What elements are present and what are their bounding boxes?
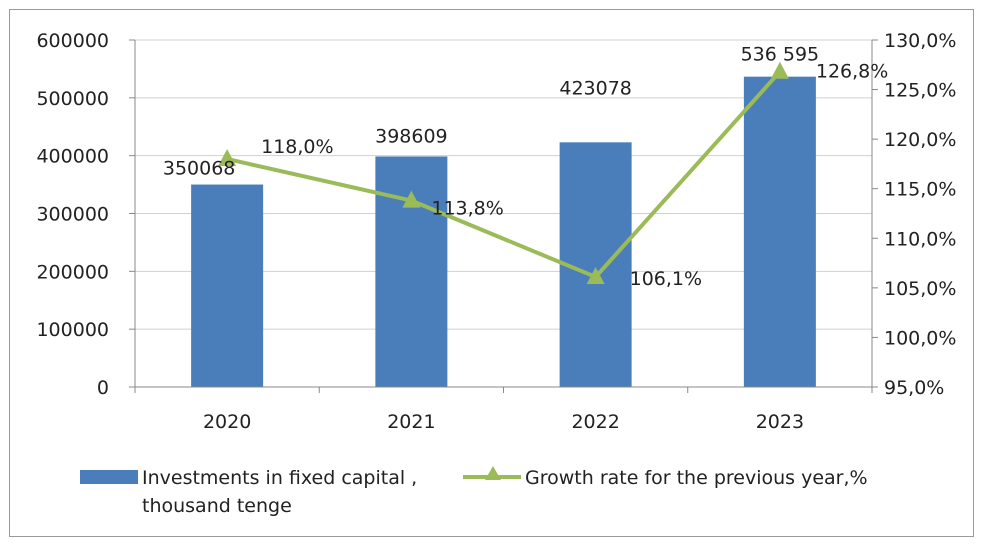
rate-value-label-2022: 106,1% — [630, 268, 702, 290]
y-right-tick-label: 115,0% — [884, 179, 956, 201]
bar-2020 — [191, 184, 264, 387]
bar-value-label-2022: 423078 — [559, 77, 632, 99]
y-right-tick-label: 100,0% — [884, 327, 956, 349]
x-tick-label-2021: 2021 — [387, 411, 435, 433]
rate-value-label-2020: 118,0% — [261, 136, 333, 158]
bar-2023 — [743, 76, 816, 388]
triangle-marker-2021 — [402, 190, 421, 208]
y-right-tick-label: 105,0% — [884, 278, 956, 300]
y-right-tick-label: 110,0% — [884, 228, 956, 250]
x-tick-label-2020: 2020 — [203, 411, 251, 433]
rate-value-label-2021: 113,8% — [431, 198, 503, 220]
y-left-tick-label: 600000 — [36, 30, 109, 52]
growth-rate-line — [226, 70, 782, 279]
y-left-tick-label: 100000 — [36, 319, 109, 341]
y-right-tick-label: 120,0% — [884, 129, 956, 151]
y-right-tick-label: 125,0% — [884, 80, 956, 102]
triangle-marker-2022 — [586, 266, 605, 284]
bar-value-label-2020: 350068 — [163, 158, 236, 180]
legend-bar-label: Investments in fixed capital , thousand … — [142, 464, 417, 520]
data-labels: 350068 398609 423078 536 595 118,0% 113,8% 106… — [163, 44, 888, 290]
triangle-marker-icon — [485, 466, 501, 480]
axes: 0 100000 200000 300000 400000 500000 600000 95,… — [36, 30, 956, 433]
y-left-tick-label: 200000 — [36, 261, 109, 283]
bar-value-label-2023: 536 595 — [741, 44, 820, 66]
y-right-tick-label: 130,0% — [884, 30, 956, 52]
bar-value-label-2021: 398609 — [375, 125, 448, 147]
legend-line-swatch — [463, 464, 521, 490]
y-left-tick-label: 0 — [97, 377, 109, 399]
x-tick-label-2023: 2023 — [756, 411, 804, 433]
bar-series — [191, 76, 816, 388]
y-left-tick-label: 500000 — [36, 88, 109, 110]
x-tick-label-2022: 2022 — [571, 411, 619, 433]
legend-bar-swatch — [80, 470, 138, 484]
bar-2022 — [559, 142, 632, 387]
line-series — [218, 61, 789, 284]
triangle-marker-2023 — [770, 61, 789, 79]
y-left-tick-label: 300000 — [36, 204, 109, 226]
y-right-tick-label: 95,0% — [884, 377, 944, 399]
legend-item-growth-rate[interactable]: Growth rate for the previous year,% — [463, 464, 868, 492]
triangle-marker-2020 — [218, 148, 237, 166]
legend-bar-label-line1: Investments in fixed capital , — [142, 467, 418, 489]
y-left-tick-label: 400000 — [36, 146, 109, 168]
rate-value-label-2023: 126,8% — [816, 61, 888, 83]
legend-line-label: Growth rate for the previous year,% — [525, 467, 868, 489]
legend-item-investments[interactable]: Investments in fixed capital , thousand … — [80, 464, 417, 520]
legend-bar-label-line2: thousand tenge — [142, 495, 292, 517]
